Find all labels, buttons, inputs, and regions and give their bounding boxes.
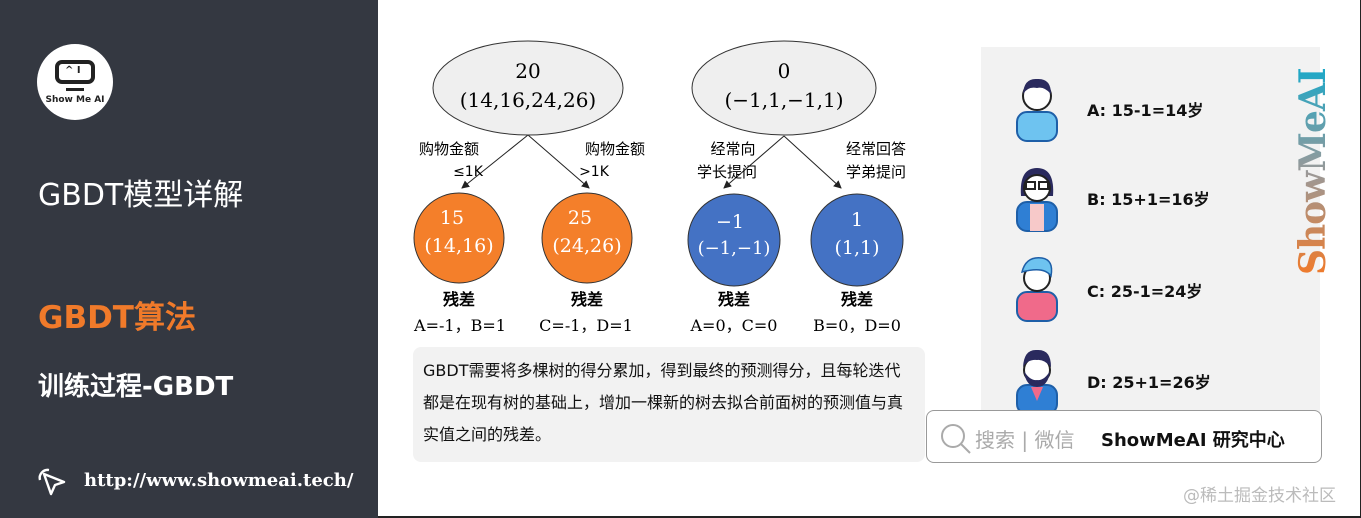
person-d-age: D: 25+1=26岁 [1087, 373, 1211, 392]
wechat-search-box[interactable]: 搜索 | 微信 ShowMeAI 研究中心 [926, 410, 1322, 463]
leaf-value: 15 [440, 207, 464, 229]
search-placeholder: 搜索 | 微信 [975, 428, 1075, 452]
logo-screen: ^ I [65, 65, 81, 76]
tree1-left-edge-label: 购物金额 [419, 140, 479, 158]
leaf-set: (24,26) [552, 235, 621, 257]
leaf-set: (14,16) [424, 235, 493, 257]
residual-values: A=0，C=0 [690, 316, 778, 335]
tree1-right-edge-cond: >1K [579, 164, 610, 180]
website-link[interactable]: http://www.showmeai.tech/ [84, 470, 354, 491]
page-title: GBDT模型详解 [38, 178, 244, 213]
residual-label: 残差 [841, 290, 873, 309]
description-text: GBDT需要将多棵树的得分累加，得到最终的预测得分，且每轮迭代都是在现有树的基础… [423, 361, 904, 444]
edge [461, 134, 529, 189]
edge [783, 135, 842, 189]
edge [723, 135, 785, 189]
showmeai-logo: ^ I Show Me AI [37, 44, 113, 120]
sidebar: ^ I Show Me AI GBDT模型详解 GBDT算法 训练过程-GBDT… [0, 0, 378, 518]
subsection-title: 训练过程-GBDT [38, 372, 234, 402]
residual-label: 残差 [718, 290, 750, 309]
cursor-click-icon [38, 468, 66, 496]
girl-glasses-avatar-icon [1016, 168, 1058, 232]
residual-values: C=-1，D=1 [539, 316, 633, 335]
tree1-right-leaf [541, 192, 633, 284]
tree1-root-set: (14,16,24,26) [460, 88, 596, 112]
leaf-set: (−1,−1) [698, 238, 771, 259]
residual-label: 残差 [571, 290, 603, 309]
residual-values: A=-1，B=1 [413, 316, 506, 335]
vertical-watermark: ShowMeAI [1292, 68, 1334, 275]
tree1-right-edge-label: 购物金额 [585, 140, 645, 158]
man-blue-hair-avatar-icon [1016, 257, 1058, 322]
tree2-right-edge-label2: 学弟提问 [846, 163, 906, 181]
tree2-root-value: 0 [778, 59, 791, 83]
tree1-root-value: 20 [515, 59, 540, 83]
leaf-value: 1 [851, 209, 863, 231]
tree1-left-edge-cond: ≤1K [453, 164, 484, 180]
logo-text: Show Me AI [45, 95, 105, 105]
tree2-right-edge-label: 经常回答 [846, 140, 906, 158]
residual-values: B=0，D=0 [813, 316, 901, 335]
edge [527, 134, 590, 189]
residual-label: 残差 [443, 290, 475, 309]
search-brand: ShowMeAI 研究中心 [1101, 430, 1285, 451]
boy-avatar-icon [1016, 78, 1058, 142]
section-title: GBDT算法 [38, 300, 196, 336]
bearded-man-avatar-icon [1016, 349, 1058, 415]
search-icon [941, 424, 971, 454]
tree2-left-leaf [687, 193, 781, 287]
tree2-root-node [691, 40, 877, 136]
person-c-age: C: 25-1=24岁 [1087, 282, 1203, 301]
tree1-left-leaf [413, 192, 505, 284]
tree2-right-leaf [810, 193, 904, 287]
juejin-watermark: @稀土掘金技术社区 [1183, 486, 1336, 506]
tree2-root-set: (−1,1,−1,1) [724, 88, 843, 112]
person-b-age: B: 15+1=16岁 [1087, 190, 1210, 209]
tree2-left-edge-label2: 学长提问 [697, 163, 757, 181]
tree2-left-edge-label: 经常向 [710, 140, 755, 158]
description-box: GBDT需要将多棵树的得分累加，得到最终的预测得分，且每轮迭代都是在现有树的基础… [413, 347, 925, 462]
leaf-set: (1,1) [834, 237, 879, 259]
person-a-age: A: 15-1=14岁 [1087, 101, 1204, 120]
leaf-value: 25 [568, 207, 592, 229]
leaf-value: −1 [716, 211, 744, 233]
tree1-root-node [432, 40, 624, 136]
